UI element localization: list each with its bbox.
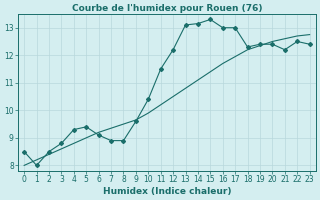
X-axis label: Humidex (Indice chaleur): Humidex (Indice chaleur) xyxy=(103,187,231,196)
Title: Courbe de l'humidex pour Rouen (76): Courbe de l'humidex pour Rouen (76) xyxy=(72,4,262,13)
